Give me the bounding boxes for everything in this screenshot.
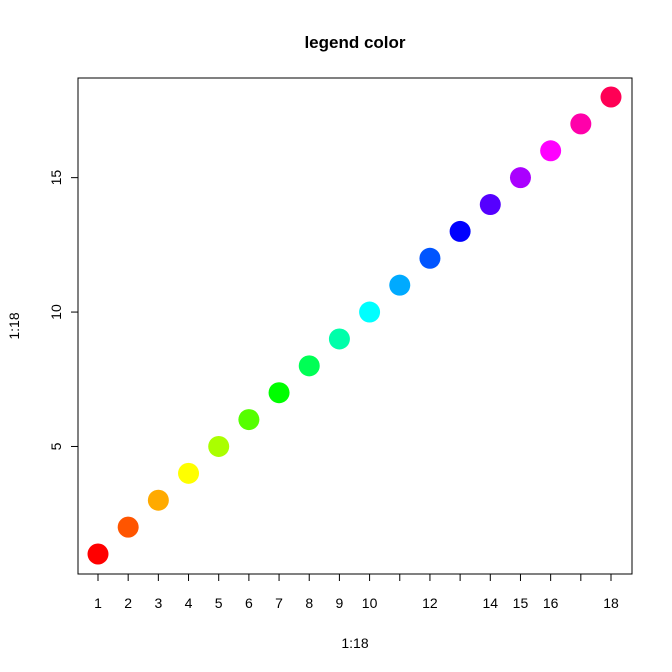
y-axis: 5 10 15 (48, 170, 79, 450)
x-tick-label: 9 (336, 595, 344, 611)
x-tick-label: 7 (275, 595, 283, 611)
x-tick-label: 10 (362, 595, 378, 611)
x-axis-label: 1:18 (341, 635, 368, 651)
data-point (178, 462, 200, 484)
x-tick-label: 18 (603, 595, 619, 611)
data-point (328, 328, 350, 350)
data-point (238, 409, 260, 431)
data-points (87, 86, 622, 565)
data-point (449, 220, 471, 242)
x-tick-label: 16 (543, 595, 559, 611)
data-point (540, 140, 562, 162)
data-point (570, 113, 592, 135)
x-tick-label: 2 (124, 595, 132, 611)
x-tick-label: 5 (215, 595, 223, 611)
x-tick-label: 4 (185, 595, 193, 611)
x-tick-label: 3 (154, 595, 162, 611)
data-point (87, 543, 109, 565)
chart-title: legend color (304, 33, 405, 52)
y-tick-label: 15 (48, 170, 64, 186)
data-point (298, 355, 320, 377)
data-point (208, 435, 230, 457)
data-point (359, 301, 381, 323)
y-axis-label: 1:18 (6, 312, 22, 339)
x-tick-label: 15 (513, 595, 529, 611)
x-tick-label: 1 (94, 595, 102, 611)
data-point (268, 382, 290, 404)
x-axis: 1 2 3 4 5 6 7 8 9 10 12 14 15 16 18 (94, 573, 619, 611)
x-tick-label: 12 (422, 595, 438, 611)
data-point (509, 167, 531, 189)
data-point (389, 274, 411, 296)
x-tick-label: 6 (245, 595, 253, 611)
data-point (117, 516, 139, 538)
x-tick-label: 14 (483, 595, 499, 611)
data-point (147, 489, 169, 511)
data-point (419, 247, 441, 269)
data-point (600, 86, 622, 108)
x-tick-label: 8 (305, 595, 313, 611)
y-tick-label: 10 (48, 304, 64, 320)
y-tick-label: 5 (48, 442, 64, 450)
data-point (479, 194, 501, 216)
